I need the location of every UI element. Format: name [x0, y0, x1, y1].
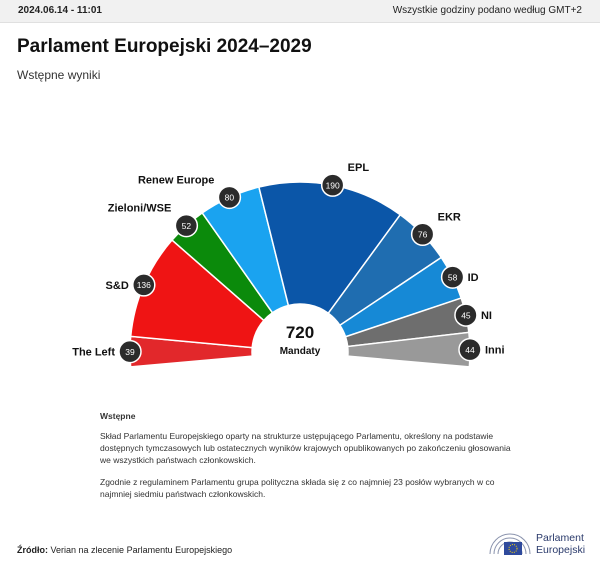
group-label-epl: EPL	[348, 162, 370, 174]
seat-count-s-d: 136	[137, 280, 151, 290]
segment-epl	[258, 181, 402, 315]
page-subtitle: Wstępne wyniki	[17, 68, 101, 82]
group-label-s-d: S&D	[106, 280, 129, 292]
total-label: Mandaty	[280, 346, 321, 357]
seat-badge-zieloni-wse	[174, 213, 199, 238]
seat-count-the-left: 39	[125, 347, 135, 357]
page-title: Parlament Europejski 2024–2029	[17, 36, 312, 57]
notes-heading: Wstępne	[100, 411, 136, 421]
ep-logo-icon	[489, 533, 531, 555]
hemicycle-chart: 39 The Left 136 S&D 52 Zieloni/WSE 80 Renew Eur…	[72, 162, 505, 368]
seat-badge-s-d	[132, 273, 156, 297]
seat-count-renew-europe: 80	[225, 193, 235, 203]
notes-paragraph-2: Zgodnie z regulaminem Parlamentu grupa p…	[100, 477, 495, 499]
seat-badge-epl	[320, 173, 345, 197]
logo-text-line-1: Parlament	[536, 532, 584, 544]
source-line: Źródło: Verian na zlecenie Parlamentu Eu…	[17, 545, 232, 555]
source-text: Verian na zlecenie Parlamentu Europejski…	[50, 545, 233, 555]
group-label-ni: NI	[481, 310, 492, 322]
ep-logo: Parlament Europejski	[488, 528, 588, 560]
seat-badge-the-left	[118, 339, 142, 364]
top-info-bar: 2024.06.14 - 11:01 Wszystkie godziny pod…	[0, 0, 600, 23]
source-label: Źródło:	[17, 545, 48, 555]
seat-badge-id	[440, 265, 465, 289]
seat-badge-inni	[458, 337, 482, 362]
timezone-note: Wszystkie godziny podano według GMT+2	[392, 5, 582, 16]
seat-badge-ni	[454, 303, 478, 327]
timestamp: 2024.06.14 - 11:01	[18, 5, 102, 16]
total-seats: 720	[286, 323, 314, 342]
seat-badge-ekr	[410, 222, 435, 247]
group-label-ekr: EKR	[438, 211, 461, 223]
seat-count-zieloni-wse: 52	[182, 221, 192, 231]
seat-badge-renew-europe	[217, 185, 242, 210]
group-label-id: ID	[468, 272, 479, 284]
notes-section: Wstępne Skład Parlamentu Europejskiego o…	[100, 410, 520, 510]
seat-count-epl: 190	[326, 180, 340, 190]
seat-count-ekr: 76	[418, 229, 428, 239]
group-label-inni: Inni	[485, 345, 505, 357]
seat-count-ni: 45	[461, 310, 471, 320]
group-label-the-left: The Left	[72, 347, 115, 359]
seat-count-id: 58	[448, 272, 458, 282]
seat-count-inni: 44	[465, 345, 475, 355]
notes-paragraph-1: Skład Parlamentu Europejskiego oparty na…	[100, 431, 511, 465]
group-label-zieloni-wse: Zieloni/WSE	[108, 203, 172, 215]
logo-text-line-2: Europejski	[536, 544, 586, 556]
group-label-renew-europe: Renew Europe	[138, 174, 214, 186]
